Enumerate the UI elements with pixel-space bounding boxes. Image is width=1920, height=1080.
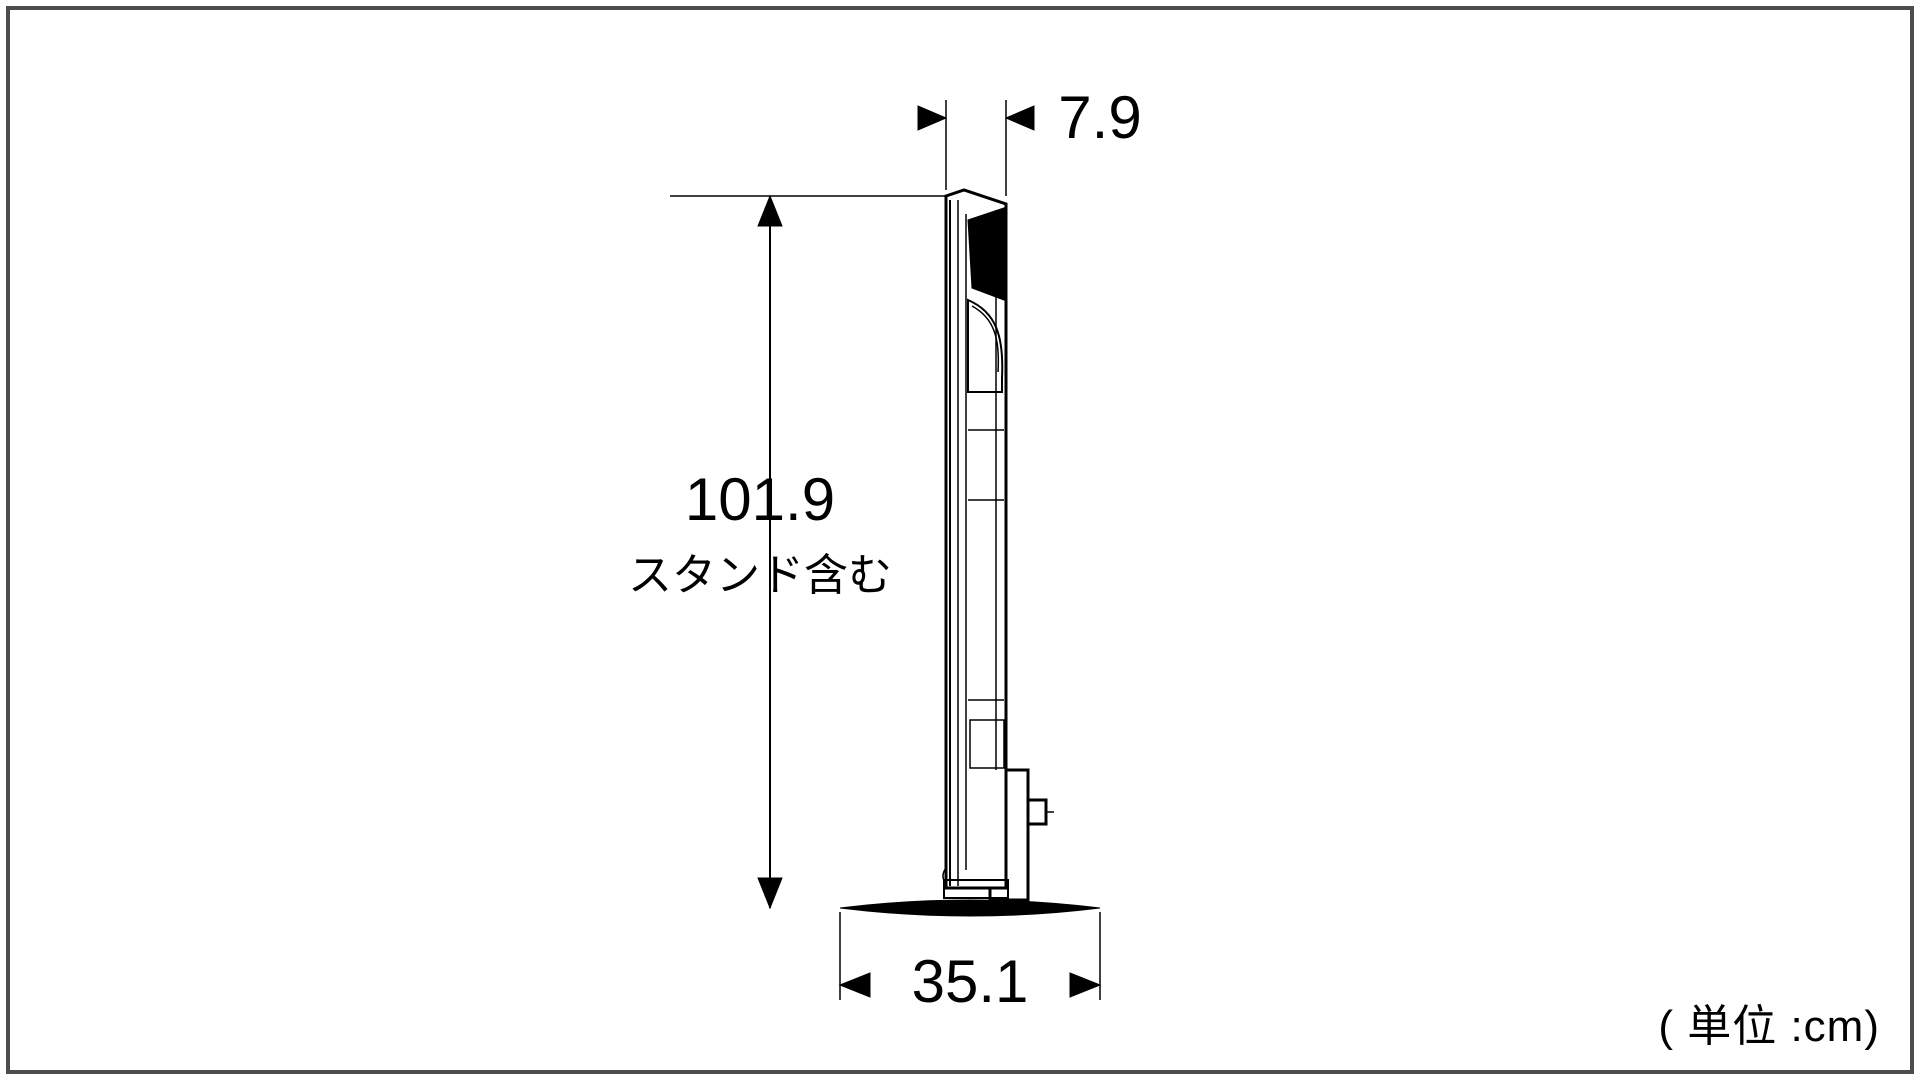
dim-depth-value: 7.9 [1058, 84, 1141, 151]
arrow-height-top [758, 196, 782, 226]
dim-base-value: 35.1 [912, 948, 1029, 1015]
stand-base [840, 900, 1100, 916]
arrow-height-bottom [758, 878, 782, 908]
dimension-height: 101.9 スタンド含む [628, 196, 946, 908]
dim-height-value: 101.9 [685, 466, 835, 533]
dimension-base-depth: 35.1 [840, 912, 1100, 1015]
arrow-top-right [1006, 106, 1034, 130]
arrow-base-right [1070, 973, 1100, 997]
arrow-base-left [840, 973, 870, 997]
dimension-depth-top: 7.9 [918, 84, 1142, 196]
rear-top-wedge [968, 208, 1004, 300]
unit-label: ( 単位 :cm) [1658, 990, 1880, 1054]
arrow-top-left [918, 106, 946, 130]
stand-connector [1028, 800, 1046, 824]
dim-height-sublabel: スタンド含む [628, 551, 892, 600]
dimension-diagram: 7.9 101.9 スタンド含む 35.1 [0, 0, 1920, 1080]
